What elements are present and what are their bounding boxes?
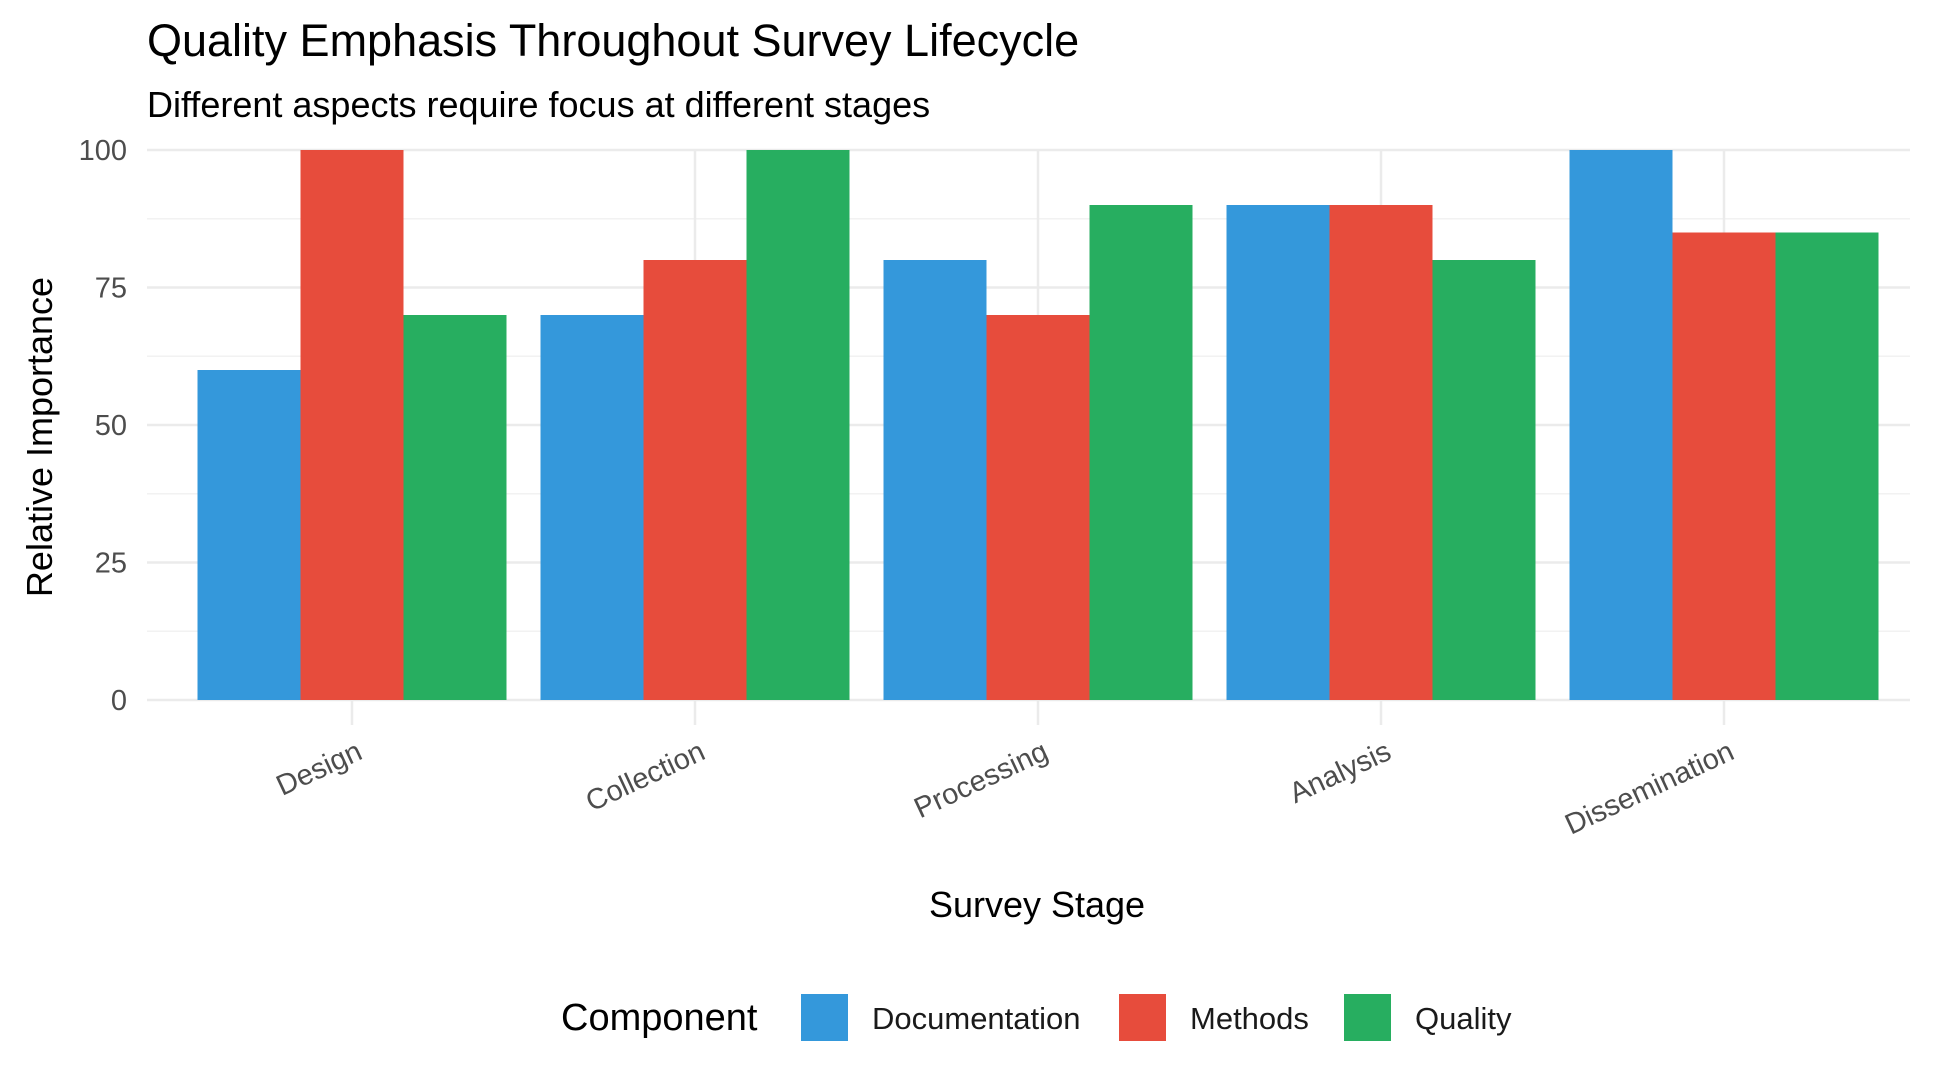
- x-tick-label-analysis: Analysis: [1285, 735, 1396, 810]
- bar-quality-processing: [1089, 205, 1193, 700]
- bar-methods-collection: [643, 260, 747, 700]
- bars: [197, 150, 1879, 700]
- legend-label-documentation: Documentation: [872, 1001, 1081, 1036]
- y-tick-label: 0: [111, 685, 127, 717]
- bar-quality-dissemination: [1775, 232, 1879, 700]
- y-axis-title: Relative Importance: [19, 277, 60, 597]
- bar-quality-design: [403, 315, 507, 700]
- legend-label-quality: Quality: [1415, 1001, 1512, 1036]
- x-tick-label-processing: Processing: [909, 735, 1053, 825]
- bar-documentation-analysis: [1226, 205, 1330, 700]
- legend-key-quality: [1344, 994, 1391, 1041]
- bar-methods-analysis: [1329, 205, 1433, 700]
- x-tick-label-design: Design: [272, 735, 367, 802]
- legend-title: Component: [561, 997, 758, 1039]
- x-tick-label-collection: Collection: [581, 735, 710, 818]
- y-tick-label: 50: [95, 410, 127, 442]
- y-tick-label: 100: [79, 135, 127, 167]
- bar-documentation-design: [197, 370, 301, 700]
- bar-documentation-processing: [883, 260, 987, 700]
- y-tick-label: 75: [95, 273, 127, 305]
- x-axis-ticks: Design Collection Processing Analysis Dissem…: [272, 735, 1739, 841]
- bar-quality-collection: [746, 150, 850, 700]
- bar-methods-design: [300, 150, 404, 700]
- chart-subtitle: Different aspects require focus at diffe…: [147, 84, 930, 125]
- y-axis-ticks: 0 25 50 75 100: [79, 135, 127, 717]
- legend-key-documentation: [801, 994, 848, 1041]
- x-tick-label-dissemination: Dissemination: [1560, 735, 1739, 841]
- bar-documentation-dissemination: [1569, 150, 1673, 700]
- bar-methods-dissemination: [1672, 232, 1776, 700]
- legend-key-methods: [1119, 994, 1166, 1041]
- x-axis-title: Survey Stage: [929, 884, 1145, 925]
- legend: Component Documentation Methods Quality: [561, 994, 1512, 1041]
- bar-documentation-collection: [540, 315, 644, 700]
- chart-title: Quality Emphasis Throughout Survey Lifec…: [147, 15, 1079, 66]
- y-tick-label: 25: [95, 548, 127, 580]
- bar-quality-analysis: [1432, 260, 1536, 700]
- bar-methods-processing: [986, 315, 1090, 700]
- legend-label-methods: Methods: [1190, 1001, 1309, 1036]
